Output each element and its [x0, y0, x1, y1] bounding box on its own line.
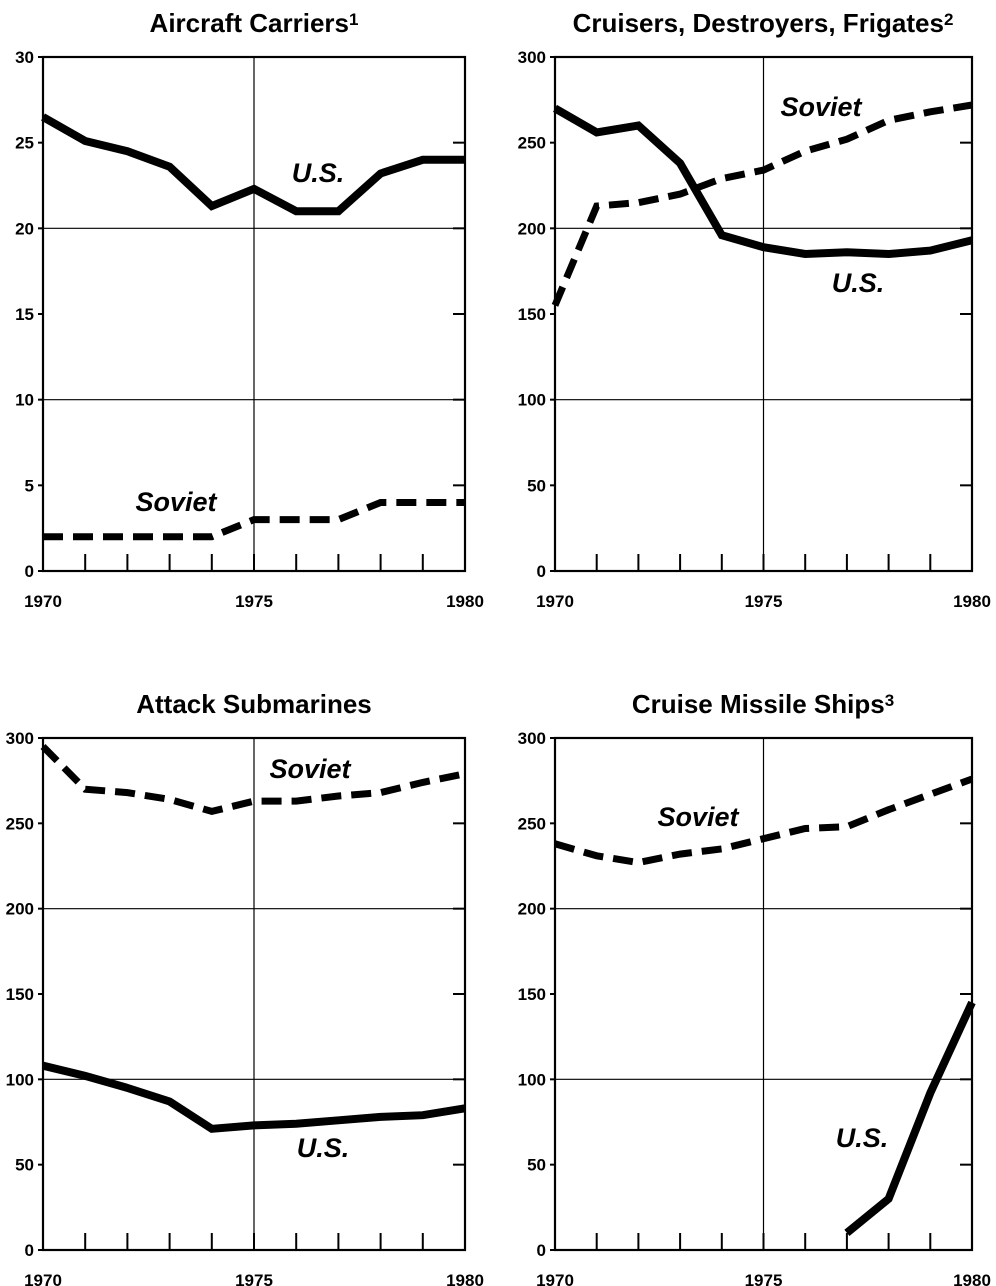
y-tick-label: 15 — [15, 305, 34, 324]
chart-title: Aircraft Carriers1 — [150, 8, 359, 38]
y-tick-label: 200 — [6, 900, 34, 919]
series-line-soviet — [40, 744, 466, 816]
y-tick-label: 50 — [527, 1156, 546, 1175]
y-tick-label: 20 — [15, 219, 34, 238]
series-line-us — [553, 104, 973, 259]
y-tick-label: 25 — [15, 134, 34, 153]
x-tick-label: 1975 — [235, 592, 273, 611]
x-tick-label: 1970 — [24, 592, 62, 611]
y-tick-label: 200 — [518, 900, 546, 919]
series-label-soviet: Soviet — [657, 802, 739, 832]
series-line-us — [41, 113, 465, 216]
chart-3: Attack Submarines 0 50 100 150 200 250 300 1970 1… — [6, 689, 484, 1286]
chart-title-text: Aircraft Carriers — [150, 8, 349, 38]
y-tick-label: 250 — [518, 814, 546, 833]
y-tick-label: 100 — [518, 1070, 546, 1089]
y-tick-label: 150 — [518, 305, 546, 324]
chart-title-footnote: 2 — [944, 10, 953, 29]
y-tick-label: 30 — [15, 48, 34, 67]
chart-4: Cruise Missile Ships3 0 50 100 150 200 250 300 1… — [518, 689, 991, 1286]
y-tick-label: 250 — [6, 814, 34, 833]
chart-title: Cruisers, Destroyers, Frigates2 — [573, 8, 954, 38]
chart-title: Cruise Missile Ships3 — [632, 689, 894, 719]
x-tick-label: 1975 — [745, 1271, 783, 1286]
series-label-soviet: Soviet — [269, 754, 351, 784]
chart-title: Attack Submarines — [136, 689, 372, 719]
series-label-us: U.S. — [836, 1123, 889, 1153]
y-tick-label: 0 — [25, 562, 34, 581]
series-line-us — [844, 1000, 976, 1236]
series-label-us: U.S. — [832, 268, 885, 298]
y-tick-label: 250 — [518, 134, 546, 153]
series-label-us: U.S. — [292, 158, 345, 188]
y-tick-label: 100 — [6, 1070, 34, 1089]
x-tick-label: 1970 — [24, 1271, 62, 1286]
y-tick-label: 200 — [518, 219, 546, 238]
series-line-us — [42, 1061, 466, 1133]
y-tick-label: 50 — [15, 1156, 34, 1175]
chart-2: Cruisers, Destroyers, Frigates2 0 50 100 150… — [518, 8, 991, 611]
series-label-soviet: Soviet — [780, 92, 862, 122]
chart-title-text: Cruisers, Destroyers, Frigates — [573, 8, 944, 38]
y-tick-label: 0 — [537, 562, 546, 581]
chart-title-footnote: 1 — [349, 10, 358, 29]
chart-title-footnote: 3 — [885, 691, 894, 710]
y-tick-label: 10 — [15, 391, 34, 410]
x-tick-label: 1980 — [446, 592, 484, 611]
x-tick-label: 1980 — [953, 1271, 991, 1286]
chart-title-text: Cruise Missile Ships — [632, 689, 885, 719]
series-line-soviet — [551, 101, 973, 307]
y-tick-label: 0 — [25, 1241, 34, 1260]
y-tick-label: 300 — [6, 729, 34, 748]
series-line-soviet — [43, 499, 465, 541]
y-tick-label: 50 — [527, 476, 546, 495]
x-tick-label: 1975 — [745, 592, 783, 611]
series-label-us: U.S. — [297, 1133, 350, 1163]
x-tick-label: 1970 — [536, 592, 574, 611]
y-tick-label: 150 — [6, 985, 34, 1004]
series-label-soviet: Soviet — [135, 487, 217, 517]
series-line-soviet — [554, 775, 974, 867]
x-tick-label: 1980 — [446, 1271, 484, 1286]
y-tick-label: 100 — [518, 391, 546, 410]
y-tick-label: 300 — [518, 729, 546, 748]
x-tick-label: 1975 — [235, 1271, 273, 1286]
y-tick-label: 150 — [518, 985, 546, 1004]
x-tick-label: 1970 — [536, 1271, 574, 1286]
x-tick-label: 1980 — [953, 592, 991, 611]
y-tick-label: 5 — [25, 476, 34, 495]
chart-title-text: Attack Submarines — [136, 689, 372, 719]
y-tick-label: 300 — [518, 48, 546, 67]
y-tick-label: 0 — [537, 1241, 546, 1260]
